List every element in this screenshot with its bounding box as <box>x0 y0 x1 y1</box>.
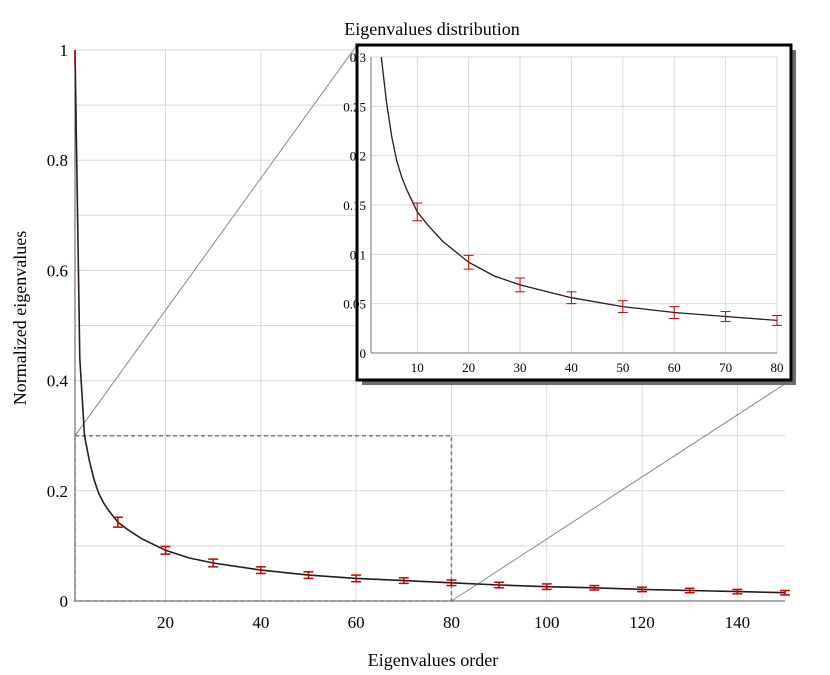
connector-line <box>451 379 792 602</box>
inset-y-tick-label: 0.2 <box>350 149 366 164</box>
error-bar <box>112 516 123 528</box>
inset-chart: 10 20 30 40 50 60 70 80 0 0.05 0.1 0.15 0.2 0.25 0.3 <box>343 43 796 385</box>
error-bar <box>255 566 266 575</box>
inset-frame <box>355 43 793 382</box>
inset-x-tick-label: 80 <box>771 360 784 375</box>
x-tick-label: 100 <box>534 613 560 632</box>
error-bar <box>541 583 552 591</box>
inset-error-bar <box>463 254 474 270</box>
inset-y-tick-label: 0.3 <box>350 50 366 65</box>
error-bar <box>732 588 743 595</box>
inset-error-bar <box>720 311 731 322</box>
error-bar <box>160 545 171 555</box>
inset-y-tick-label: 0 <box>360 346 367 361</box>
inset-x-tick-label: 20 <box>462 360 475 375</box>
inset-x-tick-label: 10 <box>411 360 424 375</box>
inset-y-tick-label: 0.15 <box>343 198 366 213</box>
inset-error-bar <box>515 277 526 293</box>
inset-error-bar <box>669 306 680 319</box>
inset-y-tick-label: 0.25 <box>343 99 366 114</box>
x-tick-label: 80 <box>443 613 460 632</box>
error-bar <box>494 581 505 589</box>
x-tick-label: 120 <box>629 613 655 632</box>
y-tick-label: 0.4 <box>47 372 69 391</box>
x-tick-label: 140 <box>725 613 751 632</box>
error-bar <box>398 577 409 585</box>
inset-error-bar <box>617 300 628 314</box>
inset-series-line <box>380 56 778 322</box>
inset-error-bar <box>772 315 782 326</box>
y-tick-label: 1 <box>60 41 69 60</box>
zoom-connector-lines <box>74 44 792 602</box>
inset-y-tick-label: 0.1 <box>350 247 366 262</box>
error-bar <box>637 586 648 593</box>
y-tick-label: 0.8 <box>47 151 68 170</box>
inset-x-tick-label: 30 <box>514 360 527 375</box>
error-bar <box>780 589 790 596</box>
series-line <box>74 49 786 594</box>
x-tick-label: 20 <box>157 613 174 632</box>
inset-x-tick-label: 50 <box>616 360 629 375</box>
x-axis-label: Eigenvalues order <box>368 650 498 670</box>
error-bar <box>208 558 219 568</box>
x-tick-label: 40 <box>252 613 269 632</box>
inset-title: Eigenvalues distribution <box>344 19 519 39</box>
error-bar <box>303 571 314 580</box>
y-axis-label: Normalized eigenvalues <box>10 231 30 405</box>
y-tick-label: 0 <box>60 592 69 611</box>
y-tick-label: 0.2 <box>47 482 68 501</box>
main-plot-area <box>74 49 790 602</box>
error-bar <box>446 579 457 587</box>
error-bar <box>589 584 600 591</box>
zoom-region-box <box>74 434 453 602</box>
error-bar <box>684 587 695 594</box>
inset-error-bar <box>566 291 577 305</box>
x-tick-label: 60 <box>348 613 365 632</box>
connector-line <box>74 44 358 436</box>
inset-x-tick-label: 60 <box>668 360 681 375</box>
inset-error-bar <box>412 202 423 222</box>
inset-x-tick-label: 40 <box>565 360 578 375</box>
y-tick-label: 0.6 <box>47 261 68 280</box>
inset-y-tick-label: 0.05 <box>343 297 366 312</box>
error-bar <box>351 574 362 583</box>
inset-x-tick-label: 70 <box>719 360 732 375</box>
